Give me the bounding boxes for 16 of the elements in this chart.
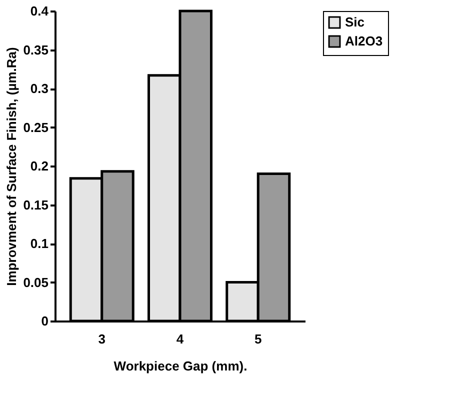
y-axis-title: Improvment of Surface Finish, (µm.Ra) [4,47,20,286]
y-tick-label: 0.35 [23,42,48,58]
legend-label: Al2O3 [345,34,383,48]
y-tick-label: 0.2 [30,158,48,174]
y-tick-label: 0.05 [23,274,48,290]
y-tick-label: 0.25 [23,120,48,135]
y-tick-label: 0.15 [23,197,48,212]
y-tick-label: 0.3 [30,81,48,96]
y-tick-label: 0.1 [30,236,48,251]
x-tick-label: 5 [254,332,262,346]
x-tick-label: 4 [176,332,184,346]
legend-label: Sic [345,14,365,30]
x-tick-label: 3 [98,332,106,346]
y-tick-label: 0 [41,314,48,328]
y-tick-label: 0.4 [30,4,50,18]
x-axis-title: Workpiece Gap (mm). [114,358,248,374]
